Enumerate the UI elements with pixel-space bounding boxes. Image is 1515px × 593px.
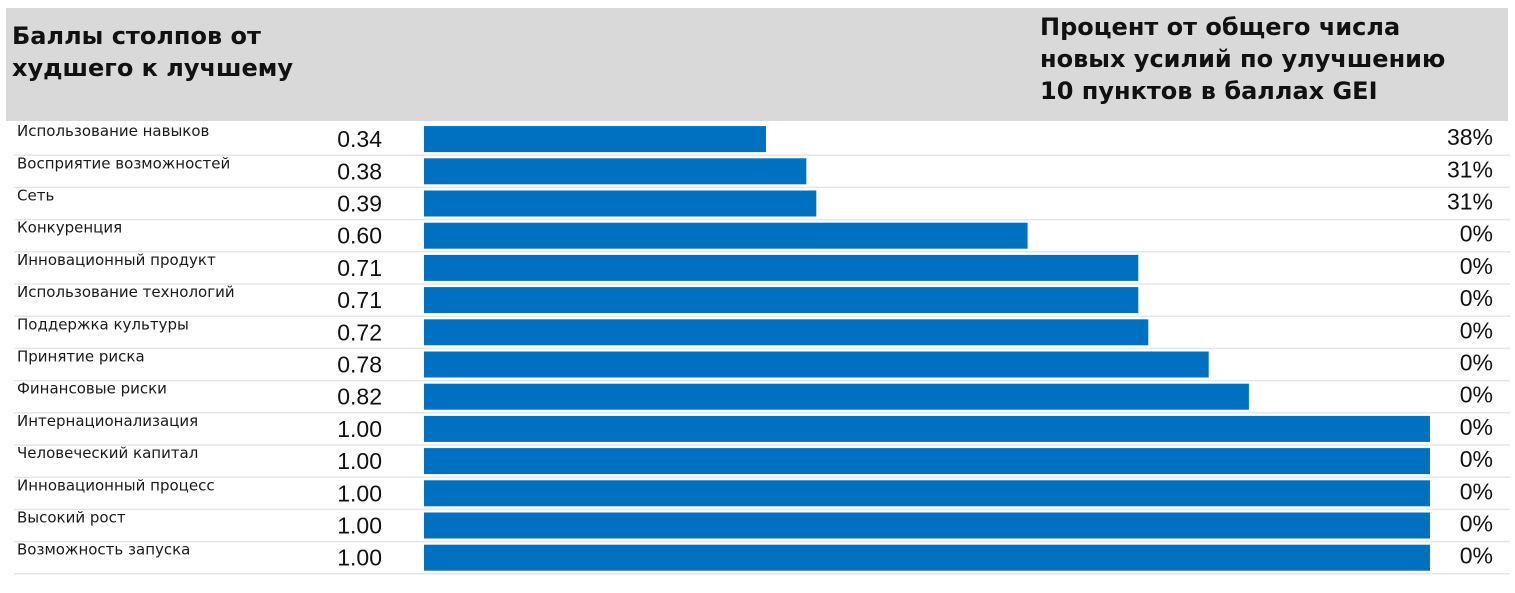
category-label: Финансовые риски [17, 380, 167, 398]
score-label: 0.38 [337, 158, 382, 184]
score-label: 0.39 [337, 191, 382, 217]
category-label: Принятие риска [17, 348, 145, 366]
percent-label: 0% [1460, 382, 1493, 408]
score-bar [424, 287, 1139, 314]
percent-label: 0% [1460, 543, 1493, 569]
percent-column-title: Процент от общего числа новых усилий по … [1040, 13, 1446, 105]
score-label: 0.78 [337, 352, 382, 378]
percent-label: 0% [1460, 478, 1493, 504]
category-label: Восприятие возможностей [17, 154, 230, 172]
header-band [6, 8, 1508, 121]
score-label: 0.82 [337, 384, 382, 410]
score-bar [424, 512, 1430, 539]
score-bar [424, 254, 1139, 281]
category-label: Поддержка культуры [17, 315, 189, 333]
percent-label: 0% [1460, 350, 1493, 376]
percent-label: 31% [1447, 189, 1493, 215]
percent-label: 31% [1447, 156, 1493, 182]
score-label: 0.72 [337, 319, 382, 345]
score-bar [424, 383, 1249, 410]
score-bar [424, 158, 807, 185]
category-label: Инновационный процесс [17, 476, 215, 494]
score-bar [424, 480, 1430, 507]
score-bar [424, 319, 1149, 346]
score-label: 1.00 [337, 416, 382, 442]
score-bar [424, 448, 1430, 475]
percent-label: 0% [1460, 511, 1493, 537]
category-label: Инновационный продукт [17, 251, 216, 269]
category-label: Высокий рост [17, 509, 126, 527]
percent-label: 0% [1460, 317, 1493, 343]
score-bar [424, 415, 1430, 442]
category-label: Сеть [17, 187, 54, 205]
category-label: Использование навыков [17, 122, 209, 140]
percent-label: 0% [1460, 285, 1493, 311]
score-label: 1.00 [337, 545, 382, 571]
percent-label: 0% [1460, 221, 1493, 247]
score-bar [424, 544, 1430, 571]
percent-label: 0% [1460, 253, 1493, 279]
category-label: Конкуренция [17, 219, 122, 237]
category-label: Человеческий капитал [17, 444, 198, 462]
category-label: Интернационализация [17, 412, 198, 430]
category-label: Возможность запуска [17, 541, 190, 559]
category-label: Использование технологий [17, 283, 235, 301]
score-bar [424, 190, 817, 217]
score-label: 0.34 [337, 126, 382, 152]
percent-label: 38% [1447, 124, 1493, 150]
chart-title: Баллы столпов от худшего к лучшему [12, 22, 294, 82]
score-label: 0.71 [337, 255, 382, 281]
score-bar [424, 126, 766, 153]
percent-label: 0% [1460, 414, 1493, 440]
score-label: 0.71 [337, 287, 382, 313]
score-label: 1.00 [337, 513, 382, 539]
percent-label: 0% [1460, 446, 1493, 472]
score-bar [424, 351, 1209, 378]
score-label: 1.00 [337, 448, 382, 474]
score-bar [424, 222, 1028, 249]
score-label: 0.60 [337, 223, 382, 249]
score-label: 1.00 [337, 480, 382, 506]
